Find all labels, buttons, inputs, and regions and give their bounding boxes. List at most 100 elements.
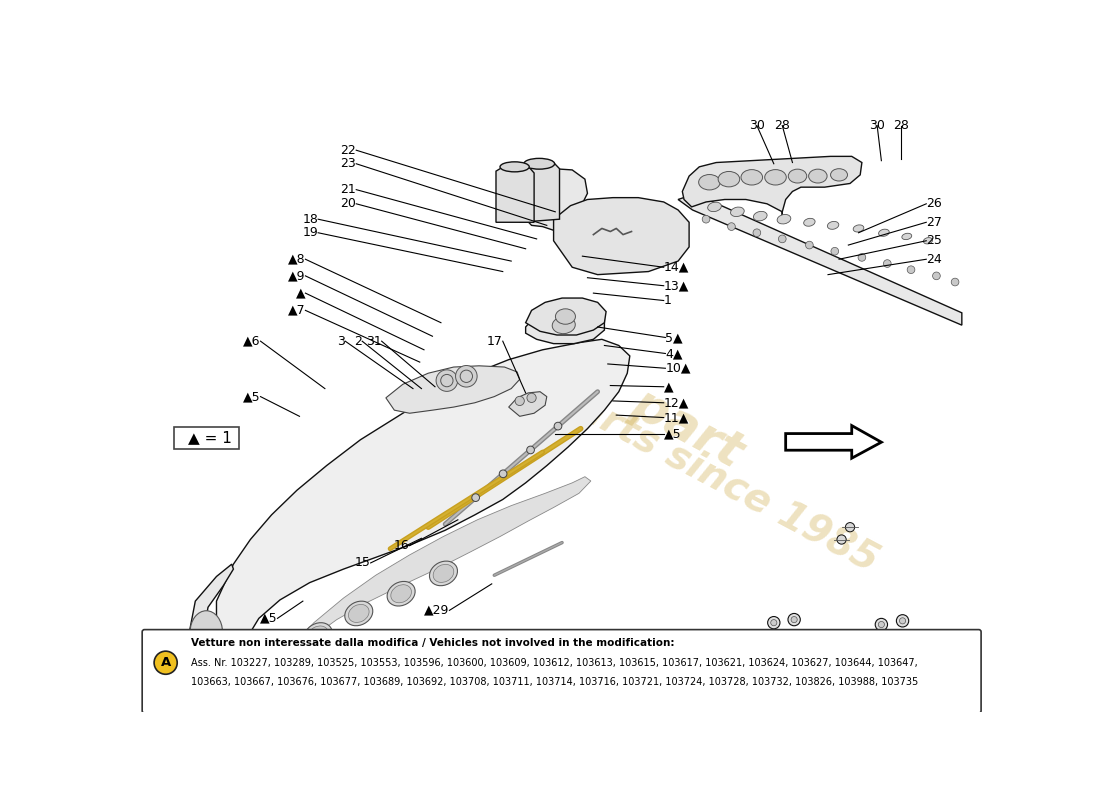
Text: 26: 26 (926, 198, 942, 210)
Text: 16: 16 (394, 539, 409, 552)
Circle shape (900, 618, 905, 624)
Circle shape (527, 446, 535, 454)
Ellipse shape (552, 317, 575, 334)
Text: 28: 28 (893, 119, 909, 132)
Text: parts since 1985: parts since 1985 (547, 376, 886, 580)
Polygon shape (526, 306, 604, 344)
Text: 21: 21 (341, 183, 356, 196)
Ellipse shape (808, 169, 827, 183)
Circle shape (702, 215, 710, 223)
Ellipse shape (754, 211, 767, 221)
Text: 10▲: 10▲ (666, 362, 691, 374)
Text: ▲8: ▲8 (288, 253, 306, 266)
Text: 30: 30 (869, 119, 886, 132)
Ellipse shape (344, 601, 373, 626)
Text: ▲5: ▲5 (260, 612, 277, 625)
Polygon shape (682, 156, 862, 222)
Text: 22: 22 (341, 144, 356, 157)
Circle shape (754, 229, 761, 237)
Text: ▲: ▲ (663, 380, 673, 394)
Text: ▲29: ▲29 (424, 604, 450, 617)
Circle shape (933, 272, 940, 280)
Text: 12▲: 12▲ (663, 396, 689, 410)
Text: ▲9: ▲9 (288, 270, 306, 282)
Text: Vetture non interessate dalla modifica / Vehicles not involved in the modificati: Vetture non interessate dalla modifica /… (191, 638, 674, 648)
Circle shape (527, 394, 536, 402)
Circle shape (460, 370, 473, 382)
Circle shape (499, 470, 507, 478)
Text: 14▲: 14▲ (663, 261, 689, 274)
Ellipse shape (429, 561, 458, 586)
Text: 20: 20 (340, 198, 356, 210)
Polygon shape (678, 196, 961, 325)
Text: 1: 1 (663, 294, 672, 307)
Text: 2: 2 (354, 334, 362, 348)
Ellipse shape (190, 610, 222, 653)
Circle shape (837, 535, 846, 544)
Ellipse shape (390, 585, 411, 602)
Ellipse shape (387, 582, 415, 606)
Circle shape (441, 374, 453, 386)
Text: ▲: ▲ (296, 286, 306, 300)
Circle shape (805, 242, 813, 249)
Polygon shape (386, 366, 519, 414)
Text: 3: 3 (338, 334, 345, 348)
Polygon shape (526, 298, 606, 335)
Ellipse shape (500, 162, 529, 172)
Ellipse shape (789, 169, 806, 183)
Circle shape (436, 370, 458, 391)
Ellipse shape (707, 202, 722, 212)
Ellipse shape (304, 622, 332, 647)
Text: ▲7: ▲7 (288, 304, 306, 317)
Circle shape (908, 266, 915, 274)
Circle shape (779, 235, 786, 242)
Text: Ass. Nr. 103227, 103289, 103525, 103553, 103596, 103600, 103609, 103612, 103613,: Ass. Nr. 103227, 103289, 103525, 103553,… (191, 658, 917, 668)
Ellipse shape (698, 174, 720, 190)
Ellipse shape (730, 207, 745, 217)
Ellipse shape (556, 309, 575, 324)
Polygon shape (189, 564, 238, 690)
Polygon shape (526, 169, 670, 267)
Ellipse shape (902, 234, 912, 240)
Text: 103663, 103667, 103676, 103677, 103689, 103692, 103708, 103711, 103714, 103716, : 103663, 103667, 103676, 103677, 103689, … (191, 678, 918, 687)
Circle shape (515, 396, 525, 406)
Circle shape (768, 617, 780, 629)
Ellipse shape (830, 169, 847, 181)
Circle shape (771, 619, 777, 626)
Text: 23: 23 (341, 158, 356, 170)
Polygon shape (508, 392, 547, 416)
Ellipse shape (433, 564, 454, 582)
Polygon shape (519, 161, 560, 222)
Text: 31: 31 (366, 334, 382, 348)
Ellipse shape (879, 229, 889, 236)
Ellipse shape (741, 170, 762, 185)
Circle shape (952, 278, 959, 286)
Circle shape (791, 617, 798, 622)
Text: ▲ = 1: ▲ = 1 (188, 430, 232, 446)
Text: ▲6: ▲6 (243, 334, 261, 348)
Text: 17: 17 (487, 334, 503, 348)
Text: 18: 18 (302, 213, 318, 226)
Circle shape (846, 522, 855, 532)
Text: 24: 24 (926, 253, 942, 266)
Ellipse shape (923, 238, 933, 244)
Circle shape (883, 260, 891, 267)
Polygon shape (785, 426, 881, 458)
Circle shape (472, 494, 480, 502)
Circle shape (876, 618, 888, 630)
Text: ▲5: ▲5 (663, 427, 681, 440)
Circle shape (455, 366, 477, 387)
Ellipse shape (804, 218, 815, 226)
Ellipse shape (349, 605, 370, 622)
FancyBboxPatch shape (174, 427, 239, 449)
FancyBboxPatch shape (142, 630, 981, 713)
Text: 4▲: 4▲ (666, 347, 683, 360)
Polygon shape (496, 164, 535, 222)
Text: 5▲: 5▲ (666, 331, 683, 344)
Polygon shape (283, 477, 591, 675)
Circle shape (154, 651, 177, 674)
Circle shape (830, 247, 838, 255)
Text: 30: 30 (749, 119, 764, 132)
Text: a part: a part (580, 355, 751, 478)
Ellipse shape (827, 222, 839, 230)
